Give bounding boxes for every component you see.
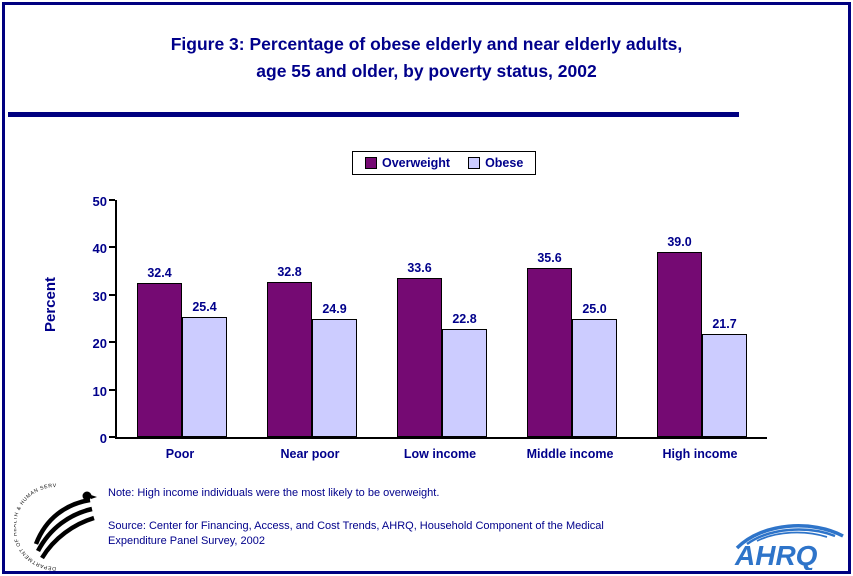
legend-item-overweight: Overweight [365, 156, 450, 170]
hhs-logo: DEPARTMENT OF HEALTH & HUMAN SERVICES · … [12, 478, 98, 576]
ahrq-logo-text: AHRQ [734, 540, 818, 570]
figure-title: Figure 3: Percentage of obese elderly an… [0, 31, 853, 85]
y-tick-label: 0 [99, 431, 107, 446]
bar-value-label: 25.4 [192, 299, 217, 314]
bar-group: 33.6 22.8 [377, 200, 507, 437]
y-tick-mark [109, 436, 115, 438]
bar-overweight: 35.6 [527, 251, 572, 437]
bar-value-label: 32.8 [277, 264, 302, 279]
bar-group: 32.4 25.4 [117, 200, 247, 437]
x-category-label: Middle income [526, 447, 614, 461]
x-axis-labels: Poor Near poor Low income Middle income High… [115, 447, 765, 461]
bar-value-label: 22.8 [452, 311, 477, 326]
eagle-head [82, 491, 92, 501]
eagle-wing-stroke-3 [40, 515, 95, 560]
hhs-logo-svg: DEPARTMENT OF HEALTH & HUMAN SERVICES · … [12, 478, 97, 571]
bar-value-label: 33.6 [407, 260, 432, 275]
ahrq-swoosh-3 [756, 531, 828, 542]
bar-value-label: 24.9 [322, 301, 347, 316]
ahrq-swoosh-1 [735, 524, 844, 550]
y-tick-mark [109, 246, 115, 249]
y-tick-mark [109, 388, 115, 391]
legend-swatch-overweight [365, 157, 377, 169]
bar-value-label: 35.6 [537, 251, 562, 266]
legend-label: Overweight [382, 156, 451, 170]
title-divider-rule [8, 112, 739, 117]
figure-title-line1: Figure 3: Percentage of obese elderly an… [170, 34, 683, 54]
bar-obese: 21.7 [702, 317, 747, 437]
bar-group: 35.6 25.0 [507, 200, 637, 437]
y-axis-title: Percent [42, 276, 59, 332]
ahrq-logo: AHRQ [733, 518, 847, 575]
x-category-label: Near poor [280, 447, 340, 461]
eagle-wing-stroke-1 [33, 497, 91, 545]
x-category-label: Low income [403, 447, 477, 461]
eagle-wing-stroke-2 [36, 506, 93, 553]
y-tick-label: 50 [92, 194, 107, 209]
hhs-ring-text-holder: DEPARTMENT OF HEALTH & HUMAN SERVICES · … [14, 482, 57, 571]
bar-group: 32.8 24.9 [247, 200, 377, 437]
y-tick-mark [109, 341, 115, 344]
bar-value-label: 32.4 [147, 266, 172, 281]
bar-overweight: 32.8 [267, 265, 312, 437]
bar-obese: 22.8 [442, 312, 487, 437]
y-tick-label: 10 [92, 383, 107, 399]
y-tick-label: 30 [92, 288, 107, 304]
bar-group: 39.0 21.7 [637, 200, 767, 437]
bar-overweight: 32.4 [137, 266, 182, 437]
eagle-beak [91, 495, 97, 499]
source-text: Source: Center for Financing, Access, an… [108, 520, 604, 547]
note-text: Note: High income individuals were the m… [108, 487, 440, 499]
hhs-ring-text: DEPARTMENT OF HEALTH & HUMAN SERVICES · … [12, 478, 56, 571]
bar-obese: 25.0 [572, 302, 617, 437]
legend-swatch-obese [468, 157, 481, 169]
bar-obese: 25.4 [182, 300, 227, 437]
bar-overweight: 39.0 [657, 235, 702, 437]
y-tick-label: 20 [92, 336, 107, 352]
bar-obese: 24.9 [312, 302, 357, 437]
ahrq-logo-svg: AHRQ [734, 524, 844, 571]
plot-area: 0 10 20 30 40 50 32.4 25.4 32.8 24.9 33.6 22.8 35.6 2… [93, 194, 767, 446]
bar-value-label: 25.0 [582, 301, 607, 316]
legend: Overweight Obese [352, 151, 537, 175]
bar-overweight: 33.6 [397, 261, 442, 437]
y-tick-label: 40 [92, 241, 107, 257]
figure-title-line2: age 55 and older, by poverty status, 200… [256, 61, 597, 81]
bar-value-label: 21.7 [712, 317, 737, 332]
x-category-label: High income [662, 447, 738, 461]
legend-item-obese: Obese [468, 156, 523, 170]
y-tick-mark [109, 293, 115, 296]
bar-value-label: 39.0 [667, 235, 692, 250]
x-category-label: Poor [165, 447, 195, 461]
legend-label: Obese [485, 156, 524, 170]
ahrq-swoosh-2 [746, 528, 836, 546]
y-tick-mark [109, 199, 115, 201]
